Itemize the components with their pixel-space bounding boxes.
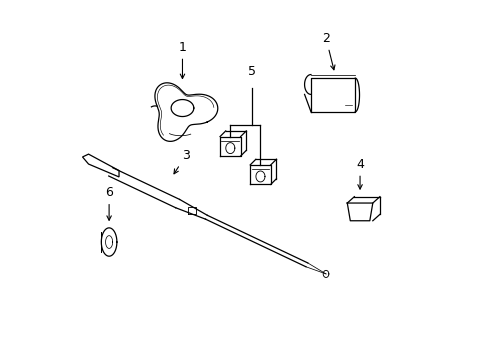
Text: 4: 4 [355, 158, 363, 189]
Text: 2: 2 [322, 32, 334, 70]
Text: 6: 6 [105, 186, 113, 220]
Text: 3: 3 [174, 149, 189, 174]
Text: 5: 5 [247, 66, 255, 78]
Polygon shape [82, 154, 119, 177]
Text: 1: 1 [178, 41, 186, 78]
